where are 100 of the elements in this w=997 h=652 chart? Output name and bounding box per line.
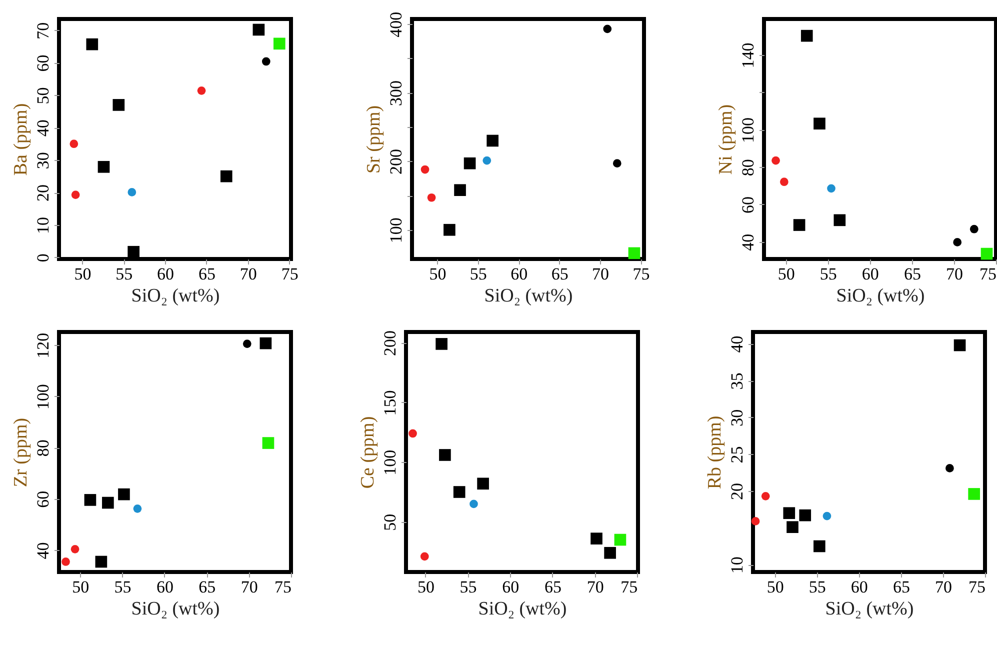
y-tick-label: 200 — [380, 330, 400, 356]
y-tick-label: 0 — [34, 254, 52, 262]
x-tick-label: 75 — [968, 578, 986, 596]
point — [273, 38, 286, 50]
x-tick-label: 70 — [240, 578, 258, 596]
x-tick-label: 50 — [72, 578, 90, 596]
point — [420, 552, 429, 561]
x-tick-label: 55 — [114, 578, 132, 596]
y-tick-label: 60 — [738, 196, 758, 214]
point — [813, 540, 826, 552]
y-tick-label: 35 — [728, 372, 746, 390]
point — [464, 157, 476, 170]
x-tick-label: 70 — [586, 578, 604, 596]
y-tick-label: 30 — [34, 152, 52, 170]
x-tick-label: 60 — [157, 264, 174, 284]
y-tick-label: 300 — [386, 80, 406, 106]
point — [420, 165, 430, 174]
x-tick-label: 55 — [808, 578, 826, 596]
point — [980, 248, 993, 260]
point — [603, 24, 612, 34]
y-axis-title: Ce (ppm) — [358, 416, 378, 489]
x-tick-label: 55 — [820, 264, 837, 284]
y-tick-label: 80 — [34, 440, 52, 457]
x-axis-title: SiO₂ (wt%) — [131, 598, 220, 620]
point — [477, 478, 489, 490]
y-tick-label: 200 — [386, 149, 406, 175]
x-tick-label: 75 — [620, 578, 638, 596]
x-tick-label: 70 — [934, 578, 952, 596]
x-tick-label: 50 — [74, 264, 92, 284]
point — [220, 170, 232, 182]
x-tick-label: 70 — [240, 264, 257, 284]
y-tick-label: 40 — [728, 336, 746, 353]
point — [946, 464, 954, 472]
x-tick-label: 70 — [946, 264, 963, 284]
y-tick-label: 20 — [728, 483, 746, 500]
point — [482, 156, 492, 165]
y-tick-label: 25 — [728, 446, 746, 464]
x-tick-label: 75 — [980, 264, 996, 284]
point — [262, 437, 274, 449]
point — [242, 340, 252, 348]
y-tick-label: 140 — [738, 42, 758, 68]
x-tick-label: 65 — [198, 578, 216, 596]
y-tick-label: 80 — [738, 159, 758, 176]
point — [751, 517, 760, 526]
x-tick-label: 50 — [766, 578, 784, 596]
point — [786, 521, 798, 534]
point — [970, 224, 978, 234]
point — [968, 488, 980, 500]
point — [444, 224, 456, 236]
x-tick-label: 60 — [862, 264, 879, 284]
point — [486, 134, 499, 147]
point — [70, 140, 78, 148]
x-tick-label: 50 — [429, 264, 446, 284]
point — [761, 492, 770, 500]
point — [628, 247, 640, 260]
x-tick-label: 50 — [778, 264, 795, 284]
point — [71, 190, 80, 199]
point — [95, 556, 108, 568]
y-tick-label: 150 — [380, 390, 400, 416]
x-tick-label: 75 — [281, 264, 298, 284]
y-tick-label: 30 — [728, 409, 746, 426]
y-tick-label: 60 — [34, 54, 52, 72]
y-axis-title: Zr (ppm) — [10, 418, 32, 488]
point — [197, 86, 206, 95]
y-tick-label: 100 — [386, 218, 406, 244]
x-axis-title: SiO₂ (wt%) — [836, 286, 925, 306]
point — [252, 24, 265, 36]
y-axis-title: Sr (ppm) — [364, 105, 384, 174]
y-tick-label: 20 — [34, 184, 52, 202]
x-tick-label: 60 — [850, 578, 868, 596]
point — [590, 532, 602, 544]
point — [128, 246, 140, 258]
point — [799, 509, 812, 522]
x-axis-title: SiO₂ (wt%) — [825, 598, 914, 620]
y-tick-label: 100 — [738, 118, 758, 144]
x-tick-label: 55 — [460, 578, 477, 596]
point — [780, 178, 788, 186]
y-tick-label: 10 — [34, 216, 52, 234]
point — [128, 188, 136, 196]
point — [827, 184, 836, 193]
y-tick-label: 50 — [34, 87, 52, 104]
point — [408, 429, 417, 438]
point — [793, 219, 806, 231]
point — [427, 193, 436, 202]
point — [439, 449, 451, 461]
point — [834, 214, 846, 226]
x-tick-label: 50 — [417, 578, 434, 596]
y-axis-title: Ba (ppm) — [10, 103, 32, 176]
point — [614, 534, 626, 546]
point — [822, 512, 832, 520]
y-tick-label: 100 — [34, 384, 52, 410]
point — [454, 184, 466, 196]
y-tick-label: 50 — [380, 514, 400, 531]
y-axis-title: Rb (ppm) — [704, 416, 726, 490]
point — [954, 339, 966, 352]
x-tick-label: 70 — [592, 264, 610, 284]
x-tick-label: 60 — [156, 578, 174, 596]
x-tick-label: 75 — [274, 578, 292, 596]
y-tick-label: 10 — [728, 556, 746, 574]
point — [800, 30, 813, 42]
